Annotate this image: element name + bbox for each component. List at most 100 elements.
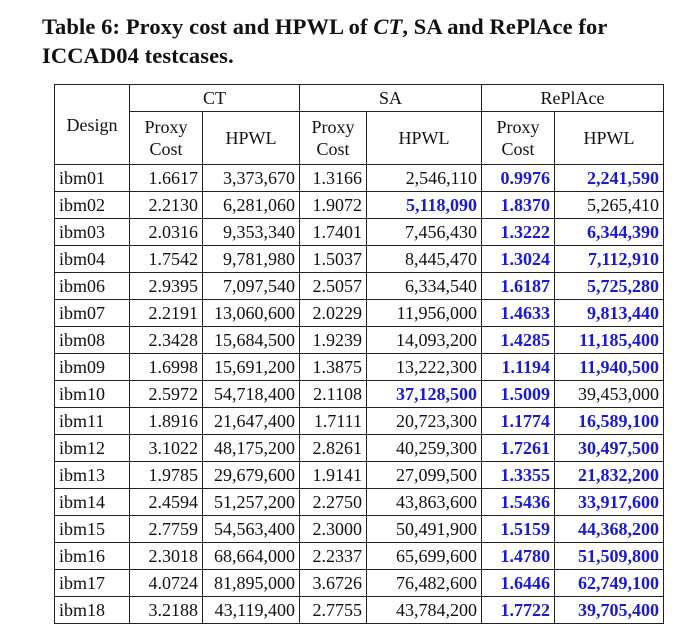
sa-hpwl-cell: 14,093,200 bbox=[366, 326, 482, 354]
ct-hpwl-cell: 9,353,340 bbox=[202, 218, 300, 246]
replace-proxy-cell: 1.1194 bbox=[481, 353, 555, 381]
ct-proxy-cell: 2.2130 bbox=[129, 191, 203, 219]
sa-hpwl-cell: 37,128,500 bbox=[366, 380, 482, 408]
ct-proxy-cell: 1.6998 bbox=[129, 353, 203, 381]
ct-hpwl-cell: 7,097,540 bbox=[202, 272, 300, 300]
results-table: Design CT SA RePlAce Proxy Cost HPWL Prox… bbox=[54, 84, 664, 624]
sa-hpwl-cell: 76,482,600 bbox=[366, 569, 482, 597]
ct-proxy-cell: 2.3018 bbox=[129, 542, 203, 570]
table-caption: Table 6: Proxy cost and HPWL of CT, SA a… bbox=[42, 12, 692, 70]
replace-hpwl-header: HPWL bbox=[554, 111, 664, 165]
design-cell: ibm10 bbox=[54, 380, 130, 408]
sa-hpwl-cell: 8,445,470 bbox=[366, 245, 482, 273]
sa-proxy-cell: 2.7755 bbox=[299, 596, 367, 624]
replace-hpwl-cell: 44,368,200 bbox=[554, 515, 664, 543]
table-row: ibm02 2.2130 6,281,060 1.9072 5,118,090 1.837… bbox=[54, 191, 664, 219]
design-cell: ibm09 bbox=[54, 353, 130, 381]
replace-hpwl-cell: 21,832,200 bbox=[554, 461, 664, 489]
replace-hpwl-cell: 33,917,600 bbox=[554, 488, 664, 516]
replace-hpwl-cell: 7,112,910 bbox=[554, 245, 664, 273]
sa-hpwl-cell: 20,723,300 bbox=[366, 407, 482, 435]
table-row: ibm03 2.0316 9,353,340 1.7401 7,456,430 1.322… bbox=[54, 218, 664, 246]
replace-proxy-cell: 1.6187 bbox=[481, 272, 555, 300]
design-cell: ibm13 bbox=[54, 461, 130, 489]
sa-proxy-cell: 2.2337 bbox=[299, 542, 367, 570]
ct-hpwl-header: HPWL bbox=[202, 111, 300, 165]
replace-hpwl-cell: 62,749,100 bbox=[554, 569, 664, 597]
group-header-replace: RePlAce bbox=[481, 84, 664, 112]
ct-hpwl-cell: 3,373,670 bbox=[202, 164, 300, 192]
table-row: ibm17 4.0724 81,895,000 3.6726 76,482,600 1.6… bbox=[54, 569, 664, 597]
table-row: ibm18 3.2188 43,119,400 2.7755 43,784,200 1.7… bbox=[54, 596, 664, 624]
ct-proxy-cell: 2.5972 bbox=[129, 380, 203, 408]
sa-hpwl-cell: 5,118,090 bbox=[366, 191, 482, 219]
caption-italic: CT bbox=[373, 14, 403, 39]
replace-proxy-cell: 1.5159 bbox=[481, 515, 555, 543]
replace-hpwl-cell: 6,344,390 bbox=[554, 218, 664, 246]
ct-proxy-cell: 1.9785 bbox=[129, 461, 203, 489]
sub-header-row: Proxy Cost HPWL Proxy Cost HPWL Proxy Cost … bbox=[55, 111, 664, 165]
sa-hpwl-cell: 27,099,500 bbox=[366, 461, 482, 489]
ct-hpwl-cell: 54,563,400 bbox=[202, 515, 300, 543]
table-row: ibm07 2.2191 13,060,600 2.0229 11,956,000 1.4… bbox=[54, 299, 664, 327]
sa-proxy-cell: 2.8261 bbox=[299, 434, 367, 462]
ct-hpwl-cell: 15,684,500 bbox=[202, 326, 300, 354]
sa-proxy-cell: 1.9072 bbox=[299, 191, 367, 219]
table-row: ibm09 1.6998 15,691,200 1.3875 13,222,300 1.1… bbox=[54, 353, 664, 381]
replace-proxy-cell: 1.1774 bbox=[481, 407, 555, 435]
design-cell: ibm02 bbox=[54, 191, 130, 219]
ct-hpwl-cell: 21,647,400 bbox=[202, 407, 300, 435]
sa-proxy-cell: 2.0229 bbox=[299, 299, 367, 327]
ct-hpwl-cell: 6,281,060 bbox=[202, 191, 300, 219]
table-row: ibm13 1.9785 29,679,600 1.9141 27,099,500 1.3… bbox=[54, 461, 664, 489]
replace-proxy-cell: 1.3355 bbox=[481, 461, 555, 489]
ct-hpwl-cell: 9,781,980 bbox=[202, 245, 300, 273]
sa-proxy-cell: 2.5057 bbox=[299, 272, 367, 300]
sa-hpwl-cell: 2,546,110 bbox=[366, 164, 482, 192]
caption-prefix: Table 6: Proxy cost and HPWL of bbox=[42, 14, 374, 39]
replace-proxy-cell: 1.4633 bbox=[481, 299, 555, 327]
sa-proxy-cell: 2.2750 bbox=[299, 488, 367, 516]
sa-proxy-cell: 1.3875 bbox=[299, 353, 367, 381]
ct-proxy-cell: 4.0724 bbox=[129, 569, 203, 597]
sa-hpwl-cell: 65,699,600 bbox=[366, 542, 482, 570]
sa-hpwl-header: HPWL bbox=[366, 111, 482, 165]
sa-proxy-header: Proxy Cost bbox=[299, 111, 367, 165]
sa-proxy-cell: 2.3000 bbox=[299, 515, 367, 543]
sa-proxy-cell: 1.9141 bbox=[299, 461, 367, 489]
group-header-ct: CT bbox=[129, 84, 300, 112]
design-cell: ibm16 bbox=[54, 542, 130, 570]
ct-proxy-cell: 1.8916 bbox=[129, 407, 203, 435]
replace-proxy-cell: 1.5436 bbox=[481, 488, 555, 516]
replace-proxy-cell: 1.5009 bbox=[481, 380, 555, 408]
table-row: ibm14 2.4594 51,257,200 2.2750 43,863,600 1.5… bbox=[54, 488, 664, 516]
ct-hpwl-cell: 43,119,400 bbox=[202, 596, 300, 624]
ct-hpwl-cell: 81,895,000 bbox=[202, 569, 300, 597]
ct-proxy-cell: 2.7759 bbox=[129, 515, 203, 543]
table-row: ibm16 2.3018 68,664,000 2.2337 65,699,600 1.4… bbox=[54, 542, 664, 570]
ct-hpwl-cell: 15,691,200 bbox=[202, 353, 300, 381]
ct-proxy-cell: 2.0316 bbox=[129, 218, 203, 246]
caption-suffix: , SA and RePlAce for ICCAD04 testcases. bbox=[42, 14, 608, 68]
replace-proxy-cell: 0.9976 bbox=[481, 164, 555, 192]
table-row: ibm15 2.7759 54,563,400 2.3000 50,491,900 1.5… bbox=[54, 515, 664, 543]
replace-proxy-cell: 1.7261 bbox=[481, 434, 555, 462]
ct-proxy-cell: 2.3428 bbox=[129, 326, 203, 354]
ct-proxy-header: Proxy Cost bbox=[129, 111, 203, 165]
ct-hpwl-cell: 29,679,600 bbox=[202, 461, 300, 489]
table-row: ibm01 1.6617 3,373,670 1.3166 2,546,110 0.997… bbox=[54, 164, 664, 192]
sa-hpwl-cell: 6,334,540 bbox=[366, 272, 482, 300]
ct-hpwl-cell: 48,175,200 bbox=[202, 434, 300, 462]
replace-hpwl-cell: 11,185,400 bbox=[554, 326, 664, 354]
sa-hpwl-cell: 40,259,300 bbox=[366, 434, 482, 462]
design-cell: ibm06 bbox=[54, 272, 130, 300]
sa-proxy-cell: 1.9239 bbox=[299, 326, 367, 354]
ct-hpwl-cell: 54,718,400 bbox=[202, 380, 300, 408]
replace-hpwl-cell: 16,589,100 bbox=[554, 407, 664, 435]
replace-hpwl-cell: 11,940,500 bbox=[554, 353, 664, 381]
table-row: ibm06 2.9395 7,097,540 2.5057 6,334,540 1.618… bbox=[54, 272, 664, 300]
table-row: ibm04 1.7542 9,781,980 1.5037 8,445,470 1.302… bbox=[54, 245, 664, 273]
ct-hpwl-cell: 13,060,600 bbox=[202, 299, 300, 327]
sa-hpwl-cell: 11,956,000 bbox=[366, 299, 482, 327]
replace-hpwl-cell: 39,705,400 bbox=[554, 596, 664, 624]
